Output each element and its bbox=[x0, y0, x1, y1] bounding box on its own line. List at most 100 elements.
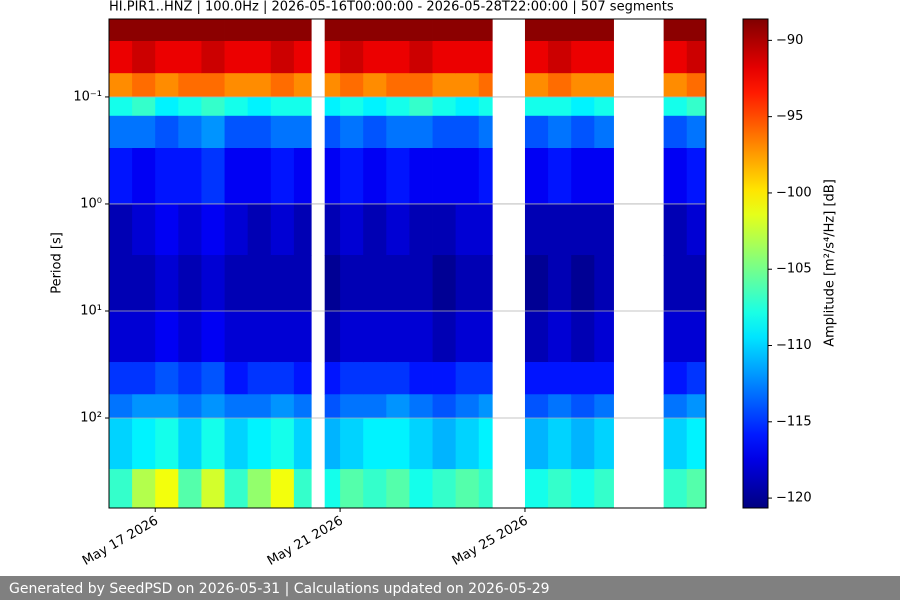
psd-cell bbox=[109, 96, 133, 117]
psd-cell bbox=[132, 469, 156, 509]
psd-cell bbox=[386, 469, 410, 509]
psd-cell bbox=[594, 203, 614, 256]
psd-cell bbox=[409, 255, 433, 312]
psd-cell bbox=[201, 40, 225, 74]
psd-cell bbox=[432, 394, 457, 419]
psd-cell bbox=[386, 418, 410, 470]
psd-cell bbox=[386, 115, 410, 149]
psd-cell bbox=[155, 394, 179, 419]
colorbar-tick-label: −105 bbox=[776, 262, 812, 277]
psd-cell bbox=[363, 40, 387, 74]
psd-cell bbox=[247, 310, 272, 363]
psd-cell bbox=[386, 394, 410, 419]
psd-cell bbox=[524, 73, 549, 98]
psd-cell bbox=[178, 362, 202, 395]
psd-cell bbox=[247, 362, 272, 395]
psd-cell bbox=[109, 310, 133, 363]
colorbar-tick-label: −90 bbox=[776, 33, 803, 48]
psd-cell bbox=[571, 255, 595, 312]
psd-cell bbox=[478, 19, 493, 42]
psd-cell bbox=[663, 96, 688, 117]
psd-cell bbox=[409, 469, 433, 509]
psd-cell bbox=[409, 362, 433, 395]
psd-cell bbox=[686, 40, 707, 74]
psd-cell bbox=[663, 73, 688, 98]
psd-cell bbox=[224, 255, 249, 312]
psd-cell bbox=[571, 19, 595, 42]
psd-cell bbox=[155, 73, 179, 98]
psd-cell bbox=[178, 73, 202, 98]
psd-cell bbox=[594, 19, 614, 42]
psd-cell bbox=[386, 310, 410, 363]
psd-cell bbox=[340, 40, 364, 74]
psd-cell bbox=[155, 362, 179, 395]
psd-cell bbox=[324, 394, 341, 419]
psd-cell bbox=[594, 73, 614, 98]
psd-cell bbox=[571, 147, 595, 205]
psd-cell bbox=[324, 469, 341, 509]
psd-cell bbox=[432, 255, 457, 312]
psd-cell bbox=[293, 255, 312, 312]
psd-cell bbox=[432, 418, 457, 470]
psd-cell bbox=[155, 115, 179, 149]
psd-cell bbox=[594, 362, 614, 395]
psd-cell bbox=[201, 19, 225, 42]
psd-cell bbox=[455, 115, 480, 149]
psd-cell bbox=[686, 73, 707, 98]
psd-cell bbox=[363, 418, 387, 470]
psd-cell bbox=[594, 115, 614, 149]
psd-cell bbox=[363, 19, 387, 42]
psd-cell bbox=[548, 362, 572, 395]
psd-cell bbox=[109, 40, 133, 74]
psd-cell bbox=[324, 255, 341, 312]
psd-cell bbox=[132, 394, 156, 419]
psd-cell bbox=[548, 40, 572, 74]
y-tick-label: 10⁰ bbox=[80, 196, 102, 211]
psd-cell bbox=[340, 115, 364, 149]
psd-cell bbox=[455, 418, 480, 470]
psd-cell bbox=[524, 203, 549, 256]
psd-cell bbox=[109, 255, 133, 312]
psd-cell bbox=[293, 203, 312, 256]
psd-cell bbox=[409, 19, 433, 42]
psd-cell bbox=[132, 310, 156, 363]
psd-cell bbox=[663, 40, 688, 74]
psd-cell bbox=[324, 19, 341, 42]
psd-cell bbox=[270, 362, 295, 395]
psd-cell bbox=[224, 147, 249, 205]
psd-cell bbox=[178, 115, 202, 149]
psd-cell bbox=[178, 96, 202, 117]
psd-cell bbox=[132, 40, 156, 74]
psd-cell bbox=[109, 73, 133, 98]
psd-cell bbox=[155, 147, 179, 205]
psd-cell bbox=[409, 203, 433, 256]
psd-cell bbox=[548, 418, 572, 470]
psd-cell bbox=[409, 418, 433, 470]
psd-cell bbox=[109, 469, 133, 509]
psd-cell bbox=[201, 115, 225, 149]
psd-cell bbox=[524, 255, 549, 312]
psd-cell bbox=[178, 147, 202, 205]
psd-cell bbox=[109, 418, 133, 470]
psd-cell bbox=[363, 115, 387, 149]
psd-cell bbox=[247, 203, 272, 256]
psd-cell bbox=[455, 96, 480, 117]
psd-cell bbox=[132, 73, 156, 98]
psd-cell bbox=[594, 147, 614, 205]
psd-cell bbox=[548, 203, 572, 256]
psd-cell bbox=[340, 19, 364, 42]
psd-cell bbox=[363, 394, 387, 419]
psd-cell bbox=[663, 147, 688, 205]
psd-cell bbox=[247, 73, 272, 98]
psd-cell bbox=[455, 469, 480, 509]
psd-cell bbox=[386, 96, 410, 117]
psd-cell bbox=[178, 418, 202, 470]
psd-cell bbox=[594, 96, 614, 117]
y-tick-label: 10⁻¹ bbox=[73, 89, 102, 104]
psd-cell bbox=[548, 310, 572, 363]
psd-cell bbox=[155, 255, 179, 312]
psd-cell bbox=[155, 40, 179, 74]
psd-cell bbox=[109, 362, 133, 395]
psd-cell bbox=[478, 394, 493, 419]
psd-cell bbox=[270, 255, 295, 312]
